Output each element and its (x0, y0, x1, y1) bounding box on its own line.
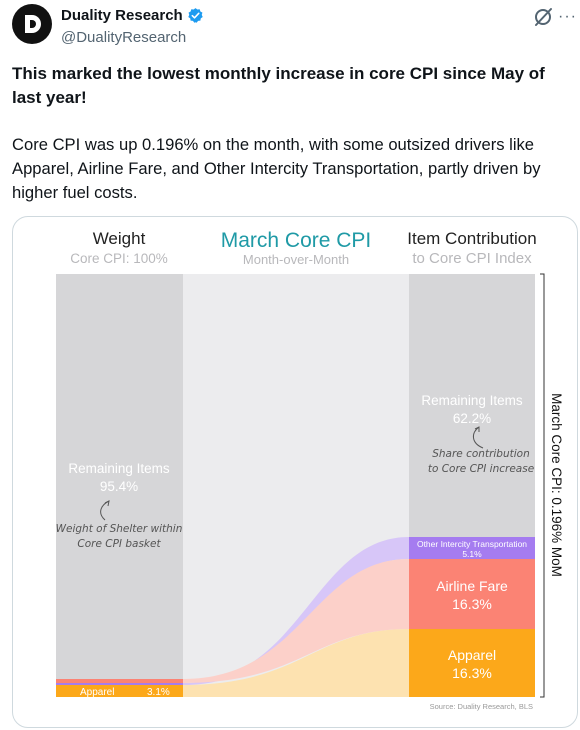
right-header: Item Contribution (407, 229, 536, 248)
author-handle[interactable]: @DualityResearch (61, 29, 187, 46)
left-transport-bar (56, 683, 183, 685)
right-annotation-line2: to Core CPI increase (428, 463, 534, 475)
transport-label: Other Intercity Transportation (417, 539, 527, 549)
right-subheader: to Core CPI Index (412, 250, 532, 267)
left-apparel-label: Apparel (80, 687, 114, 698)
author-name-row: Duality Research (61, 7, 204, 24)
transport-value: 5.1% (462, 549, 482, 559)
right-remaining-value: 62.2% (453, 411, 491, 426)
left-remaining-label: Remaining Items (68, 461, 170, 476)
author-display-name[interactable]: Duality Research (61, 7, 183, 24)
total-side-label: March Core CPI: 0.196% MoM (549, 393, 564, 577)
right-annotation-line1: Share contribution (432, 448, 530, 460)
right-remaining-label: Remaining Items (421, 393, 523, 408)
more-options-icon[interactable]: ··· (558, 8, 577, 25)
right-apparel-bar (409, 629, 535, 697)
left-annotation-line1: Weight of Shelter within (56, 523, 183, 535)
airline-value: 16.3% (452, 596, 492, 612)
left-apparel-bar (56, 685, 183, 697)
duality-logo-icon (25, 15, 41, 33)
left-annotation-arrowhead (104, 500, 110, 507)
right-annotation-arrowhead (474, 426, 480, 432)
author-avatar[interactable] (12, 4, 52, 44)
airline-label: Airline Fare (436, 578, 508, 594)
tweet-media-chart[interactable]: Weight Core CPI: 100% March Core CPI Mon… (12, 216, 578, 728)
apparel-flow (183, 629, 409, 697)
right-transport-bar (409, 537, 535, 559)
right-annotation-arrow (473, 426, 484, 449)
cpi-chart-graphic: Weight Core CPI: 100% March Core CPI Mon… (56, 229, 564, 711)
left-apparel-value: 3.1% (147, 687, 170, 698)
tweet-headline: This marked the lowest monthly increase … (12, 64, 545, 107)
left-subheader: Core CPI: 100% (70, 251, 168, 266)
left-airline-bar (56, 679, 183, 683)
left-annotation-line2: Core CPI basket (77, 538, 161, 550)
right-remaining-bar (409, 274, 535, 537)
left-remaining-value: 95.4% (100, 479, 138, 494)
chart-title: March Core CPI (221, 229, 372, 252)
total-bracket (540, 273, 545, 698)
verified-badge-icon (188, 8, 203, 23)
apparel-label: Apparel (448, 647, 496, 663)
transport-flow (183, 537, 409, 685)
chart-subtitle: Month-over-Month (243, 252, 349, 267)
apparel-value: 16.3% (452, 665, 492, 681)
airline-flow (183, 559, 409, 683)
tweet-body: Core CPI was up 0.196% on the month, wit… (12, 135, 541, 202)
right-airline-bar (409, 559, 535, 629)
grok-icon[interactable] (532, 6, 554, 28)
chart-source: Source: Duality Research, BLS (430, 702, 533, 711)
left-header: Weight (93, 229, 146, 248)
left-remaining-bar (56, 274, 183, 679)
